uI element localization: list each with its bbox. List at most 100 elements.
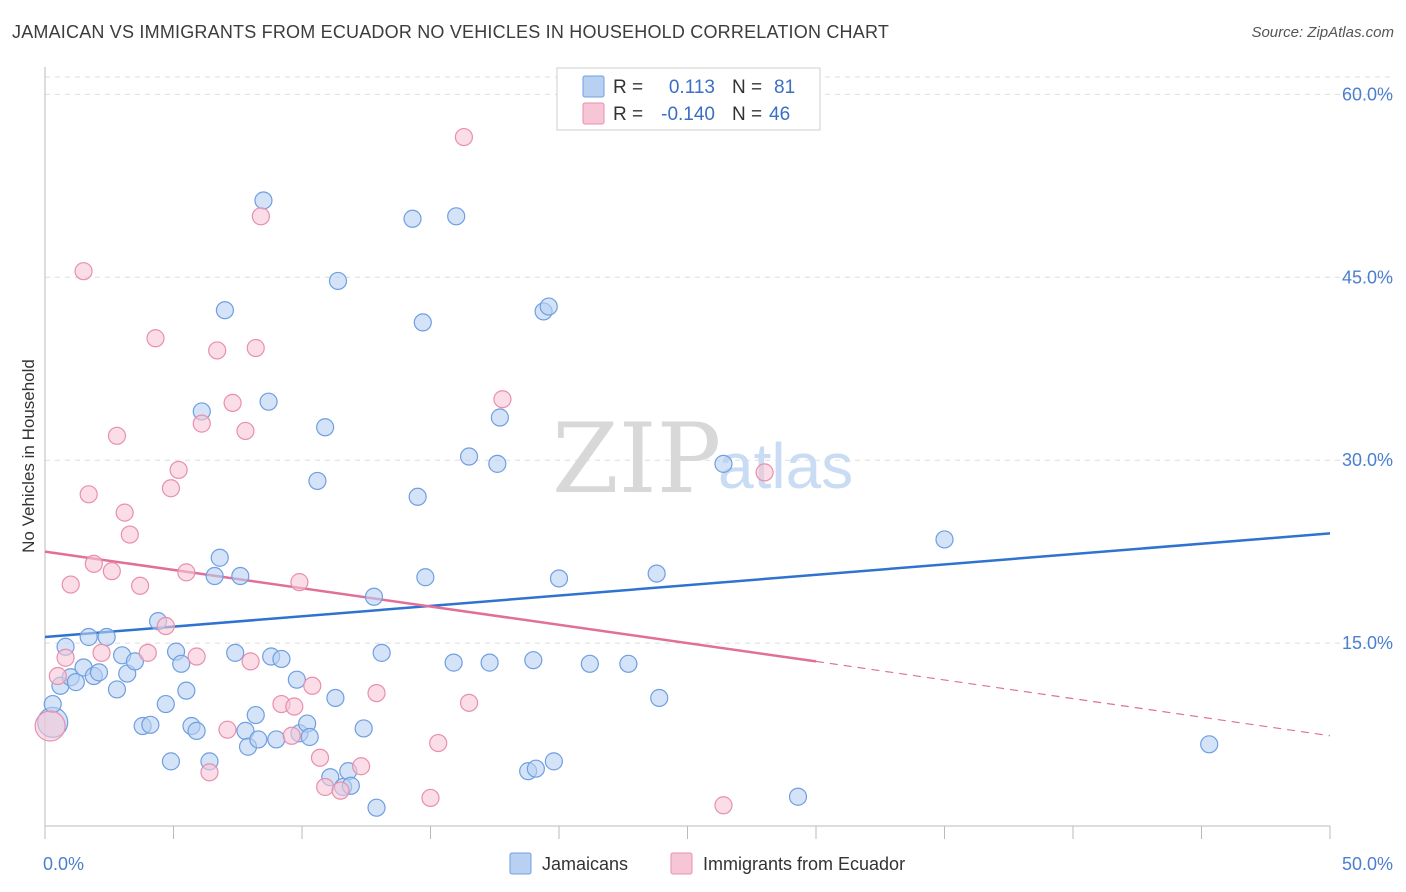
legend-r-label-2: R = xyxy=(613,104,643,125)
legend-r-label-1: R = xyxy=(613,77,643,98)
point-ecuador xyxy=(102,562,121,581)
point-ecuador xyxy=(493,390,512,409)
y-tick-labels: 15.0% 30.0% 45.0% 60.0% xyxy=(1342,84,1393,653)
trend-line-jamaicans xyxy=(44,532,1331,639)
watermark-atlas: atlas xyxy=(718,430,853,502)
point-jamaicans xyxy=(246,705,265,725)
point-jamaicans xyxy=(172,654,191,673)
point-ecuador xyxy=(303,676,322,695)
point-jamaicans xyxy=(526,759,545,778)
y-tick-label: 30.0% xyxy=(1342,450,1393,470)
point-jamaicans xyxy=(444,653,463,672)
point-ecuador xyxy=(200,763,219,782)
legend-n-value-1: 81 xyxy=(774,77,795,98)
point-jamaicans xyxy=(647,564,666,583)
point-ecuador xyxy=(156,616,175,636)
point-ecuador xyxy=(187,647,206,666)
point-jamaicans xyxy=(544,752,563,771)
x-tick-label: 0.0% xyxy=(43,854,84,874)
point-ecuador xyxy=(218,720,237,739)
point-jamaicans xyxy=(210,548,229,567)
point-jamaicans xyxy=(161,752,181,771)
point-jamaicans xyxy=(187,721,206,740)
bottom-legend-swatch-ecuador xyxy=(670,852,693,875)
point-jamaicans xyxy=(259,392,278,411)
point-jamaicans xyxy=(43,694,62,714)
point-ecuador xyxy=(61,575,80,594)
point-ecuador xyxy=(714,796,733,815)
point-ecuador xyxy=(352,757,371,776)
trend-line-ecuador xyxy=(44,550,817,663)
point-ecuador xyxy=(34,710,66,742)
x-tick-label: 50.0% xyxy=(1342,854,1393,874)
point-ecuador xyxy=(84,554,103,573)
point-ecuador xyxy=(310,748,330,767)
point-ecuador xyxy=(92,643,111,662)
bottom-legend-swatch-jamaicans xyxy=(509,852,532,875)
y-axis-label: No Vehicles in Household xyxy=(19,359,38,553)
point-ecuador xyxy=(115,503,134,522)
point-jamaicans xyxy=(326,688,345,708)
point-jamaicans xyxy=(524,651,543,670)
point-jamaicans xyxy=(539,297,558,316)
point-ecuador xyxy=(290,573,309,592)
point-jamaicans xyxy=(156,694,175,714)
point-ecuador xyxy=(459,693,479,712)
point-jamaicans xyxy=(97,627,116,647)
point-ecuador xyxy=(421,788,440,808)
legend-r-value-2: -0.140 xyxy=(661,104,715,125)
bottom-legend: Jamaicans Immigrants from Ecuador xyxy=(509,852,905,875)
y-tick-label: 15.0% xyxy=(1342,633,1393,653)
point-ecuador xyxy=(282,726,301,745)
point-jamaicans xyxy=(416,568,435,587)
y-tick-label: 60.0% xyxy=(1342,84,1393,104)
point-ecuador xyxy=(107,426,127,445)
legend-n-label-2: N = xyxy=(732,104,762,125)
point-jamaicans xyxy=(549,569,569,588)
point-jamaicans xyxy=(367,798,386,817)
point-jamaicans xyxy=(372,643,391,662)
x-tick-labels: 0.0% 50.0% xyxy=(43,854,1393,874)
point-ecuador xyxy=(120,525,139,544)
point-jamaicans xyxy=(403,209,422,228)
point-jamaicans xyxy=(300,727,319,747)
point-ecuador xyxy=(246,338,265,358)
point-jamaicans xyxy=(308,471,327,491)
point-ecuador xyxy=(192,414,211,433)
point-ecuador xyxy=(130,576,150,595)
point-ecuador xyxy=(208,341,227,360)
legend-n-label-1: N = xyxy=(732,77,762,98)
point-jamaicans xyxy=(490,408,509,427)
point-ecuador xyxy=(56,648,75,667)
watermark: ZIP atlas xyxy=(552,403,853,515)
point-jamaicans xyxy=(488,454,507,473)
point-ecuador xyxy=(79,485,98,504)
point-ecuador xyxy=(251,207,270,226)
point-jamaicans xyxy=(935,530,954,549)
point-jamaicans xyxy=(328,271,348,291)
point-jamaicans xyxy=(459,447,479,466)
point-ecuador xyxy=(331,781,350,800)
point-jamaicans xyxy=(788,787,808,806)
bottom-legend-label-jamaicans: Jamaicans xyxy=(542,854,628,874)
point-jamaicans xyxy=(141,715,160,734)
point-ecuador xyxy=(138,643,157,662)
point-jamaicans xyxy=(287,670,306,689)
point-ecuador xyxy=(161,479,181,498)
trend-line-ecuador-extension xyxy=(815,660,1331,737)
legend-swatch-jamaicans xyxy=(582,75,605,98)
point-jamaicans xyxy=(79,627,98,647)
point-ecuador xyxy=(236,421,255,441)
point-ecuador xyxy=(48,666,67,686)
point-jamaicans xyxy=(215,301,234,320)
legend-r-value-1: 0.113 xyxy=(669,77,715,98)
bottom-legend-label-ecuador: Immigrants from Ecuador xyxy=(703,854,905,874)
point-jamaicans xyxy=(177,681,196,700)
point-jamaicans xyxy=(447,207,466,226)
chart-title: JAMAICAN VS IMMIGRANTS FROM ECUADOR NO V… xyxy=(12,22,890,42)
point-ecuador xyxy=(223,393,242,412)
data-points xyxy=(34,127,1219,817)
point-ecuador xyxy=(285,697,304,716)
point-ecuador xyxy=(367,683,386,703)
legend-n-value-2: 46 xyxy=(769,104,790,125)
